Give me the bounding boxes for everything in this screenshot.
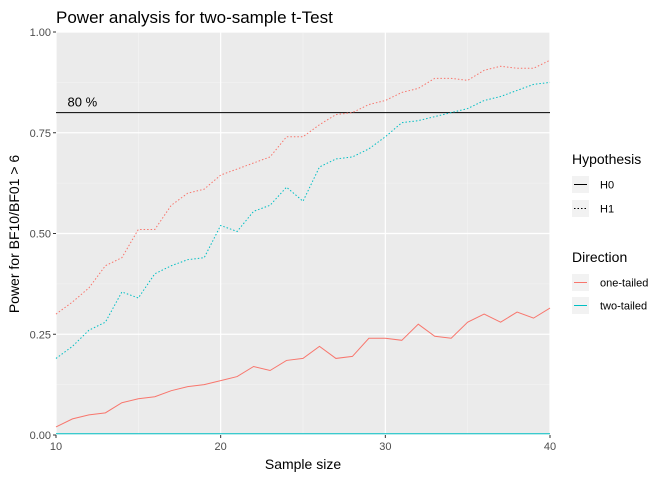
x-tick-label: 40 xyxy=(544,441,556,453)
y-axis-title: Power for BF10/BF01 > 6 xyxy=(6,155,22,314)
series-layer xyxy=(55,59,551,435)
legend: Hypothesis H0 H1 Direction one-tailed two-tai… xyxy=(572,151,648,314)
x-tick-label: 20 xyxy=(215,441,227,453)
legend-key-bg xyxy=(572,200,589,217)
x-axis-title: Sample size xyxy=(265,456,341,472)
y-tick-label: 0.00 xyxy=(30,430,51,442)
series-line-h0-one-tailed xyxy=(55,307,551,428)
legend-label-two-tailed: two-tailed xyxy=(600,301,647,313)
x-tick-label: 30 xyxy=(379,441,391,453)
chart-title: Power analysis for two-sample t-Test xyxy=(56,8,333,27)
y-tick-label: 0.25 xyxy=(30,329,51,341)
reference-layer: 80 % xyxy=(56,95,550,114)
axes-layer: 10 20 30 40 0.00 0.25 0.50 0.75 1.00 xyxy=(30,27,557,453)
series-line-h1-two-tailed xyxy=(55,81,551,359)
legend-title-direction: Direction xyxy=(572,249,627,265)
legend-title-hypothesis: Hypothesis xyxy=(572,151,641,167)
grid-lines xyxy=(55,31,551,436)
legend-label-one-tailed: one-tailed xyxy=(600,278,648,290)
reference-line-label: 80 % xyxy=(68,95,98,110)
y-tick-label: 0.50 xyxy=(30,229,51,241)
y-tick-label: 0.75 xyxy=(30,128,51,140)
legend-label-h0: H0 xyxy=(600,180,614,192)
legend-label-h1: H1 xyxy=(600,204,614,216)
x-tick-label: 10 xyxy=(50,441,62,453)
y-tick-label: 1.00 xyxy=(30,27,51,39)
